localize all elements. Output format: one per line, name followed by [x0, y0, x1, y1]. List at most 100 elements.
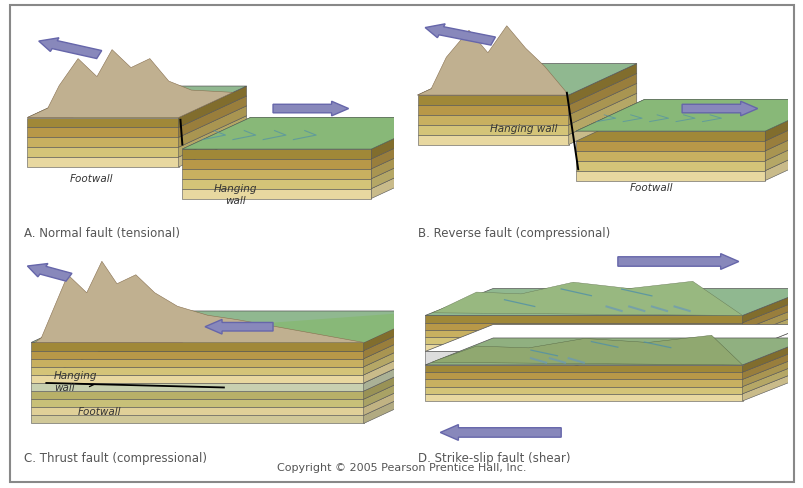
Text: Footwall: Footwall: [70, 173, 113, 183]
Polygon shape: [182, 150, 371, 160]
Polygon shape: [31, 351, 363, 359]
Polygon shape: [178, 87, 247, 128]
Polygon shape: [576, 171, 764, 181]
Polygon shape: [568, 104, 636, 145]
Polygon shape: [182, 160, 371, 169]
Polygon shape: [27, 50, 233, 118]
Polygon shape: [417, 106, 568, 116]
Polygon shape: [31, 415, 363, 424]
Polygon shape: [742, 303, 803, 337]
Polygon shape: [576, 101, 803, 132]
Polygon shape: [417, 125, 568, 135]
Polygon shape: [425, 352, 742, 365]
FancyArrow shape: [681, 102, 756, 117]
Polygon shape: [425, 325, 803, 352]
Polygon shape: [182, 169, 371, 180]
Polygon shape: [31, 407, 363, 415]
Polygon shape: [417, 96, 568, 106]
Polygon shape: [371, 158, 438, 199]
Polygon shape: [182, 118, 438, 150]
Polygon shape: [425, 372, 742, 380]
Polygon shape: [371, 118, 438, 160]
Polygon shape: [31, 375, 363, 383]
Polygon shape: [764, 110, 803, 151]
Polygon shape: [182, 180, 371, 189]
Polygon shape: [425, 323, 742, 330]
Polygon shape: [425, 394, 742, 401]
Polygon shape: [363, 311, 431, 351]
Polygon shape: [178, 97, 247, 138]
Polygon shape: [742, 318, 803, 352]
Text: Footwall: Footwall: [77, 407, 120, 417]
Polygon shape: [72, 114, 178, 118]
Polygon shape: [182, 118, 438, 150]
Polygon shape: [417, 116, 568, 125]
Polygon shape: [742, 360, 803, 394]
Text: Hanging
wall: Hanging wall: [54, 370, 97, 392]
Polygon shape: [742, 310, 803, 345]
Polygon shape: [425, 387, 742, 394]
Polygon shape: [764, 120, 803, 162]
Polygon shape: [425, 337, 742, 345]
Polygon shape: [363, 320, 431, 359]
Polygon shape: [363, 327, 431, 367]
Polygon shape: [182, 189, 371, 199]
Text: Copyright © 2005 Pearson Prentice Hall, Inc.: Copyright © 2005 Pearson Prentice Hall, …: [277, 463, 526, 472]
Polygon shape: [425, 365, 742, 372]
Polygon shape: [363, 384, 431, 424]
Polygon shape: [568, 84, 636, 125]
Polygon shape: [27, 87, 247, 118]
FancyArrow shape: [39, 39, 102, 60]
Polygon shape: [568, 74, 636, 116]
Polygon shape: [764, 101, 803, 142]
Polygon shape: [363, 376, 431, 415]
Polygon shape: [371, 138, 438, 180]
Polygon shape: [576, 142, 764, 151]
Text: D. Strike-slip fault (shear): D. Strike-slip fault (shear): [417, 451, 569, 464]
Polygon shape: [178, 106, 247, 148]
Text: B. Reverse fault (compressional): B. Reverse fault (compressional): [417, 226, 609, 240]
Polygon shape: [431, 336, 742, 365]
FancyArrow shape: [425, 25, 495, 46]
Polygon shape: [27, 118, 178, 128]
Polygon shape: [576, 151, 764, 162]
Text: Footwall: Footwall: [630, 182, 673, 192]
Polygon shape: [576, 162, 764, 171]
Polygon shape: [371, 148, 438, 189]
Polygon shape: [27, 138, 178, 148]
FancyArrow shape: [273, 102, 349, 117]
Polygon shape: [371, 128, 438, 169]
Polygon shape: [742, 353, 803, 387]
Polygon shape: [742, 367, 803, 401]
Polygon shape: [363, 352, 431, 391]
Polygon shape: [425, 338, 803, 365]
Polygon shape: [31, 311, 431, 343]
Polygon shape: [363, 344, 431, 383]
Polygon shape: [425, 380, 742, 387]
Polygon shape: [742, 338, 803, 372]
FancyArrow shape: [440, 425, 560, 440]
Polygon shape: [742, 289, 803, 323]
Polygon shape: [31, 399, 363, 407]
Polygon shape: [425, 289, 803, 316]
Polygon shape: [31, 343, 363, 351]
Polygon shape: [27, 158, 178, 168]
Polygon shape: [27, 148, 178, 158]
Polygon shape: [425, 345, 742, 352]
Polygon shape: [417, 64, 636, 96]
Polygon shape: [417, 27, 568, 96]
Polygon shape: [31, 352, 431, 383]
Polygon shape: [742, 296, 803, 330]
Polygon shape: [764, 130, 803, 171]
Polygon shape: [363, 368, 431, 407]
Polygon shape: [568, 64, 636, 106]
Polygon shape: [576, 101, 803, 132]
Polygon shape: [417, 135, 568, 145]
Polygon shape: [742, 346, 803, 380]
Polygon shape: [425, 316, 742, 323]
Polygon shape: [182, 311, 431, 343]
Polygon shape: [764, 140, 803, 181]
Polygon shape: [31, 367, 363, 375]
Polygon shape: [178, 126, 247, 168]
Text: A. Normal fault (tensional): A. Normal fault (tensional): [23, 226, 179, 240]
